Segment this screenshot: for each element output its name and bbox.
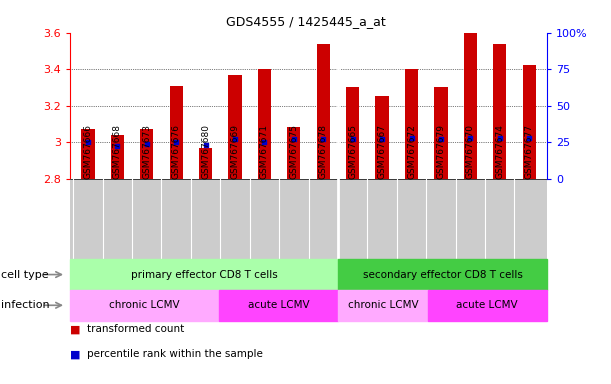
- Point: [495, 135, 505, 141]
- Text: cell type: cell type: [1, 270, 49, 280]
- Point: [289, 136, 299, 142]
- Text: acute LCMV: acute LCMV: [456, 300, 518, 310]
- Bar: [258, 69, 271, 179]
- Bar: [493, 44, 507, 179]
- Text: percentile rank within the sample: percentile rank within the sample: [87, 349, 263, 359]
- Text: primary effector CD8 T cells: primary effector CD8 T cells: [131, 270, 277, 280]
- Bar: [464, 33, 477, 179]
- Text: ■: ■: [70, 349, 81, 359]
- Text: secondary effector CD8 T cells: secondary effector CD8 T cells: [363, 270, 522, 280]
- Point: [260, 139, 269, 145]
- Bar: [405, 69, 418, 179]
- Bar: [111, 135, 124, 179]
- Bar: [316, 44, 330, 179]
- Point: [348, 136, 357, 142]
- Point: [112, 143, 122, 149]
- Text: transformed count: transformed count: [87, 324, 185, 334]
- Bar: [81, 129, 95, 179]
- Bar: [287, 127, 301, 179]
- Bar: [229, 74, 241, 179]
- Text: acute LCMV: acute LCMV: [248, 300, 310, 310]
- Text: GDS4555 / 1425445_a_at: GDS4555 / 1425445_a_at: [225, 15, 386, 28]
- Bar: [434, 88, 448, 179]
- Bar: [199, 147, 212, 179]
- Point: [466, 135, 475, 141]
- Point: [318, 136, 328, 142]
- Point: [171, 139, 181, 145]
- Point: [142, 141, 152, 147]
- Text: infection: infection: [1, 300, 50, 310]
- Bar: [346, 88, 359, 179]
- Bar: [376, 96, 389, 179]
- Text: ■: ■: [70, 324, 81, 334]
- Point: [83, 139, 93, 145]
- Point: [407, 135, 417, 141]
- Bar: [140, 129, 153, 179]
- Point: [377, 136, 387, 142]
- Point: [436, 136, 446, 142]
- Point: [200, 142, 210, 148]
- Text: chronic LCMV: chronic LCMV: [348, 300, 419, 310]
- Text: chronic LCMV: chronic LCMV: [109, 300, 180, 310]
- Bar: [170, 86, 183, 179]
- Point: [524, 135, 534, 141]
- Point: [230, 136, 240, 142]
- Bar: [522, 66, 536, 179]
